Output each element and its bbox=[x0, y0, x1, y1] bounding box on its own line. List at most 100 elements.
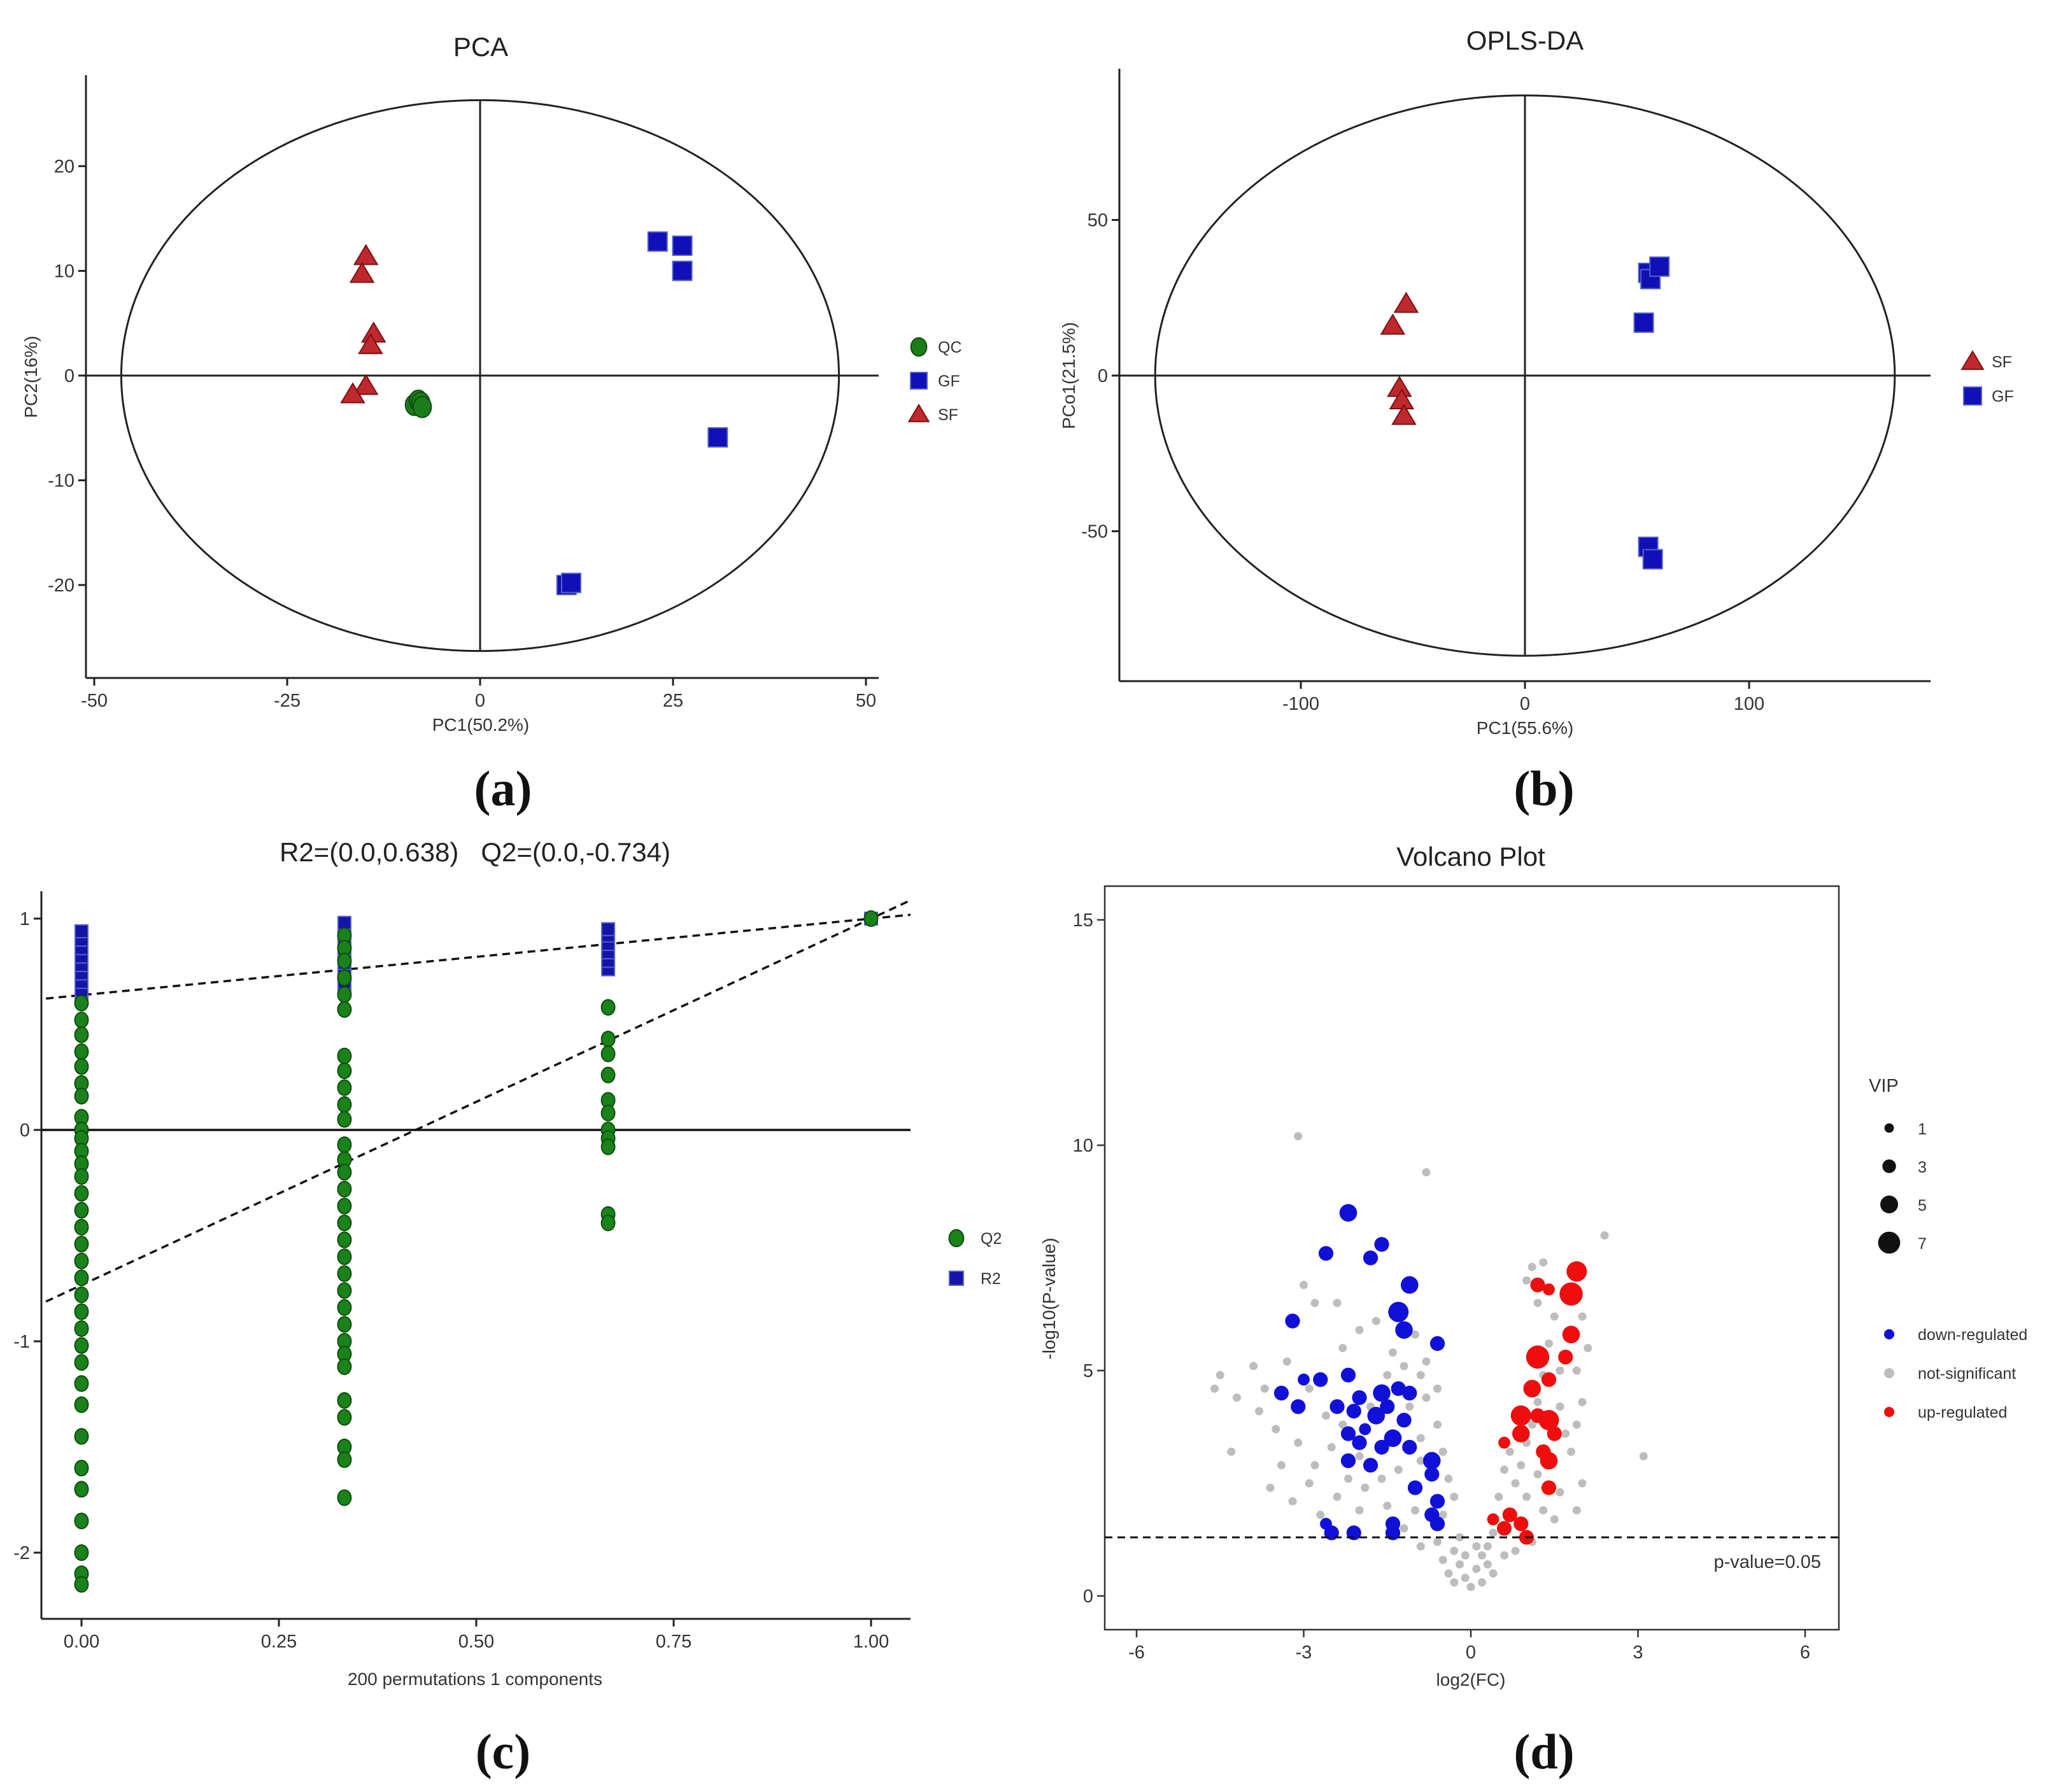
panel-d-point-down-regulated bbox=[1402, 1439, 1417, 1455]
panel-c-legend-label-r2: R2 bbox=[981, 1270, 1001, 1288]
panel-a-y-tick-label: -20 bbox=[48, 575, 74, 596]
panel-a-legend-label-gf: GF bbox=[938, 372, 960, 390]
panel-d-point-not-significant bbox=[1438, 1447, 1447, 1456]
panel-d-point-not-significant bbox=[1355, 1325, 1364, 1334]
panel-a-legend-key-qc bbox=[910, 337, 928, 357]
panel-c-x-tick-label: 0.75 bbox=[656, 1632, 691, 1652]
panel-d-point-up-regulated bbox=[1530, 1277, 1545, 1293]
panel-d-point-not-significant bbox=[1383, 1371, 1392, 1379]
panel-c-q2-point bbox=[74, 1576, 89, 1593]
panel-a-legend-label-sf: SF bbox=[938, 406, 958, 424]
panel-d-point-not-significant bbox=[1333, 1299, 1342, 1308]
panel-b-legend-key-gf bbox=[1963, 386, 1982, 406]
panel-d-point-not-significant bbox=[1416, 1457, 1425, 1465]
panel-b-point-sf bbox=[1380, 313, 1406, 335]
panel-d-point-not-significant bbox=[1411, 1506, 1419, 1514]
panel-c-q2-point bbox=[74, 1202, 89, 1219]
panel-d-point-down-regulated bbox=[1363, 1458, 1379, 1473]
panel-d-legend-key bbox=[1884, 1329, 1894, 1339]
panel-d-point-down-regulated bbox=[1424, 1467, 1440, 1482]
panel-d-point-not-significant bbox=[1444, 1569, 1453, 1578]
panel-b-point-gf bbox=[1633, 312, 1654, 333]
panel-d-legend-key bbox=[1884, 1407, 1894, 1417]
panel-a-legend-key-gf bbox=[910, 372, 928, 390]
panel-d-point-not-significant bbox=[1456, 1560, 1464, 1569]
panel-d-point-down-regulated bbox=[1374, 1439, 1389, 1455]
panel-c-q2-point bbox=[337, 1282, 352, 1299]
panel-d-point-not-significant bbox=[1489, 1528, 1498, 1537]
panel-d-point-not-significant bbox=[1383, 1501, 1392, 1510]
panel-d-point-not-significant bbox=[1533, 1299, 1542, 1308]
panel-d-point-not-significant bbox=[1316, 1511, 1325, 1520]
panel-c-q2-point bbox=[337, 1001, 352, 1018]
panel-d-point-up-regulated bbox=[1541, 1480, 1557, 1495]
panel-d-point-not-significant bbox=[1556, 1488, 1564, 1497]
panel-b-x-tick-label: 100 bbox=[1734, 694, 1764, 714]
panel-b-x-tick-label: 0 bbox=[1520, 694, 1530, 714]
panel-b-y-axis-label: PCo1(21.5%) bbox=[1059, 322, 1079, 429]
panel-c-q2-point bbox=[74, 1286, 89, 1304]
panel-d-point-up-regulated bbox=[1541, 1372, 1557, 1387]
panel-d-point-not-significant bbox=[1500, 1465, 1508, 1474]
panel-c-q2-point bbox=[337, 1451, 352, 1469]
panel-c-q2-point bbox=[863, 910, 879, 928]
panel-d-point-not-significant bbox=[1572, 1420, 1581, 1429]
panel-b-point-sf bbox=[1393, 292, 1419, 313]
panel-c-q2-point bbox=[74, 1320, 89, 1337]
panel-d-vip-legend-key bbox=[1880, 1196, 1898, 1213]
panel-a-pca: PCA -50 -25 0 25 50 -20 -10 0 10 20 PC1(50.2%) PC… bbox=[21, 32, 962, 816]
panel-c-permutation: R2=(0.0,0.638) Q2=(0.0,-0.734) 0.00 0.25 0… bbox=[13, 837, 1002, 1779]
panel-d-point-not-significant bbox=[1494, 1492, 1503, 1501]
panel-d-point-down-regulated bbox=[1318, 1246, 1334, 1261]
panel-a-x-tick-label: 25 bbox=[663, 691, 683, 711]
panel-c-legend: Q2 R2 bbox=[948, 1229, 1002, 1288]
panel-c-q2-point bbox=[600, 999, 616, 1016]
panel-d-point-not-significant bbox=[1294, 1438, 1303, 1447]
panel-d-point-down-regulated bbox=[1313, 1372, 1328, 1387]
panel-d-point-not-significant bbox=[1322, 1411, 1330, 1420]
panel-c-q2-point bbox=[74, 1043, 89, 1061]
panel-d-vip-legend-label: 1 bbox=[1918, 1120, 1927, 1138]
panel-c-q2-point bbox=[337, 986, 352, 1003]
panel-d-point-down-regulated bbox=[1391, 1381, 1406, 1396]
panel-d-point-down-regulated bbox=[1367, 1407, 1386, 1425]
panel-a-x-tick-label: -25 bbox=[274, 691, 301, 711]
panel-d-frame bbox=[1103, 885, 1840, 1631]
panel-d-point-not-significant bbox=[1433, 1420, 1442, 1429]
panel-c-q2-point bbox=[600, 1214, 616, 1232]
panel-d-point-up-regulated bbox=[1512, 1425, 1530, 1443]
panel-b-legend-key-sf bbox=[1960, 349, 1985, 370]
panel-d-point-not-significant bbox=[1533, 1398, 1542, 1407]
panel-d-point-not-significant bbox=[1600, 1231, 1609, 1240]
panel-d-x-tick-label: -6 bbox=[1128, 1642, 1145, 1663]
panel-d-point-up-regulated bbox=[1566, 1261, 1587, 1282]
panel-b-point-sf bbox=[1391, 404, 1417, 425]
panel-b-legend-label-sf: SF bbox=[1992, 353, 2012, 371]
panel-d-point-down-regulated bbox=[1422, 1451, 1441, 1470]
panel-b-x-axis-label: PC1(55.6%) bbox=[1477, 718, 1574, 738]
panel-d-point-not-significant bbox=[1355, 1452, 1364, 1461]
panel-d-point-not-significant bbox=[1405, 1402, 1414, 1411]
panel-d-point-not-significant bbox=[1444, 1474, 1453, 1483]
panel-a-point-sf bbox=[353, 244, 379, 265]
panel-c-q2-point bbox=[600, 1104, 616, 1122]
panel-c-q2-point bbox=[74, 1236, 89, 1253]
panel-d-point-down-regulated bbox=[1340, 1453, 1356, 1469]
panel-d-point-not-significant bbox=[1500, 1551, 1508, 1560]
panel-c-y-tick-label: 0 bbox=[20, 1120, 30, 1141]
panel-d-point-not-significant bbox=[1389, 1348, 1397, 1357]
panel-d-point-not-significant bbox=[1483, 1560, 1492, 1569]
panel-c-q2-point bbox=[74, 1460, 89, 1477]
panel-d-point-not-significant bbox=[1438, 1555, 1447, 1564]
panel-d-point-down-regulated bbox=[1384, 1429, 1402, 1447]
panel-c-q2-point bbox=[337, 1136, 352, 1154]
panel-c-q2-point bbox=[74, 1168, 89, 1185]
panel-d-point-not-significant bbox=[1249, 1362, 1258, 1371]
panel-d-point-not-significant bbox=[1578, 1479, 1587, 1488]
panel-a-point-gf bbox=[647, 231, 668, 252]
panel-c-q2-point bbox=[600, 1138, 616, 1155]
panel-c-q2-point bbox=[337, 1180, 352, 1198]
panel-d-point-up-regulated bbox=[1523, 1379, 1542, 1398]
